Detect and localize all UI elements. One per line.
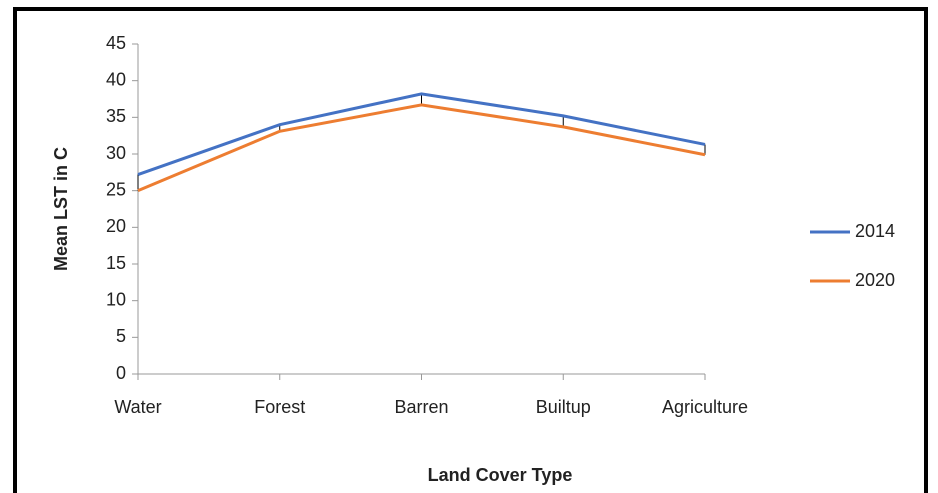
x-tick-label: Agriculture: [662, 397, 748, 417]
y-axis-label: Mean LST in C: [51, 147, 71, 271]
y-tick-label: 25: [106, 179, 126, 199]
x-axis-label: Land Cover Type: [428, 465, 573, 485]
x-tick-label: Builtup: [536, 397, 591, 417]
y-tick-label: 15: [106, 253, 126, 273]
y-tick-label: 5: [116, 326, 126, 346]
y-tick-label: 30: [106, 143, 126, 163]
y-tick-label: 20: [106, 216, 126, 236]
y-tick-label: 0: [116, 363, 126, 383]
x-tick-label: Barren: [394, 397, 448, 417]
legend-label: 2014: [855, 221, 895, 241]
y-tick-label: 40: [106, 69, 126, 89]
x-tick-label: Water: [114, 397, 161, 417]
y-tick-label: 10: [106, 289, 126, 309]
y-tick-label: 35: [106, 106, 126, 126]
y-tick-label: 45: [106, 33, 126, 53]
series-line: [137, 92, 706, 176]
series-line: [137, 103, 706, 193]
legend-label: 2020: [855, 270, 895, 290]
chart-border: [13, 7, 928, 493]
x-tick-label: Forest: [254, 397, 305, 417]
